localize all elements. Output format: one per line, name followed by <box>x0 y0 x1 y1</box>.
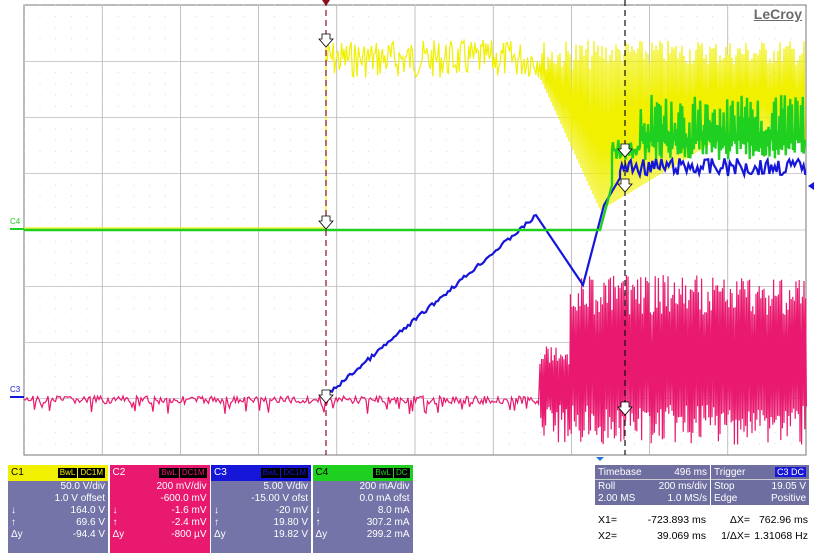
c1-trace <box>24 38 806 229</box>
timebase-value: 496 ms <box>674 466 707 478</box>
cursor-marker-icon <box>318 33 334 48</box>
channel-readout-row: 200 mA/div <box>359 481 410 492</box>
sample-points: 2.00 MS <box>598 492 636 504</box>
channel-header: C1 BwL DC1M <box>8 465 108 481</box>
roll-value: 200 ms/div <box>658 480 707 492</box>
trigger-slope: Positive <box>770 492 806 504</box>
channel-header: C4 BwL DC <box>312 465 413 481</box>
channel-readout-row: 1.0 V offset <box>54 493 105 504</box>
channel-readout-row: ↓ -1.6 mV <box>112 505 207 516</box>
channel-readout-row: Δy -94.4 V <box>11 529 105 540</box>
c4-trace <box>24 94 807 232</box>
channel-readout-row: Δy 299.2 mA <box>315 529 410 540</box>
channel-panel-c3[interactable]: C3 BwL DC1M 5.00 V/div -15.00 V ofst ↓ -20 mV ↑… <box>211 465 311 553</box>
channel-name: C4 <box>315 467 329 479</box>
coupling-tag: DC1M <box>179 468 207 478</box>
dx-label: ΔX= <box>729 514 750 526</box>
trigger-label: Trigger <box>714 466 746 478</box>
bandwidth-limit-tag: BwL <box>159 468 179 478</box>
coupling-tag: DC <box>393 468 410 478</box>
channel-readout-row: ↓ 164.0 V <box>11 505 105 516</box>
channel-readout-row: 0.0 mA ofst <box>359 493 410 504</box>
channel-panel-c4[interactable]: C4 BwL DC 200 mA/div 0.0 mA ofst ↓ 8.0 mA ↑ 307.… <box>312 465 413 553</box>
cursor-marker-icon <box>617 143 633 158</box>
cursor-readout-x1: X1= -723.893 ms ΔX= 762.96 ms <box>598 514 808 526</box>
channel-readout-row: ↓ -20 mV <box>214 505 308 516</box>
bandwidth-limit-tag: BwL <box>260 468 281 478</box>
trigger-position-icon <box>322 0 330 6</box>
trigger-source-tag: C3 DC <box>774 467 806 477</box>
channel-header: C3 BwL DC1M <box>211 465 311 481</box>
timebase-panel[interactable]: Timebase 496 ms Roll 200 ms/div 2.00 MS 1.0… <box>595 465 710 505</box>
c3-trace <box>324 156 807 398</box>
trigger-level-icon <box>808 182 814 190</box>
cursor-marker-icon <box>617 178 633 193</box>
channel-readout-row: -600.0 mV <box>160 493 207 504</box>
channel-name: C3 <box>214 467 227 479</box>
inv-dx-label: 1/ΔX= <box>721 530 750 542</box>
channel-readout-row: ↑ 69.6 V <box>11 517 105 528</box>
channel-readout-row: 5.00 V/div <box>263 481 308 492</box>
bandwidth-limit-tag: BwL <box>373 468 393 478</box>
trigger-panel[interactable]: Trigger C3 DC Stop 19.05 V Edge Positive <box>711 465 809 505</box>
x1-label: X1= <box>598 514 617 526</box>
coupling-tag: DC1M <box>281 468 308 478</box>
channel-panel-c1[interactable]: C1 BwL DC1M 50.0 V/div 1.0 V offset ↓ 164.0 V ↑… <box>8 465 108 553</box>
bandwidth-limit-tag: BwL <box>57 468 78 478</box>
dx-value: 762.96 ms <box>758 514 808 526</box>
c4-marker-label: C4 <box>10 217 21 226</box>
channel-readout-row: Δy 19.82 V <box>214 529 308 540</box>
coupling-tag: DC1M <box>78 468 105 478</box>
channel-header: C2 BwL DC1M <box>109 465 210 481</box>
c3-marker-label: C3 <box>10 385 21 394</box>
x2-label: X2= <box>598 530 617 542</box>
c2-trace <box>23 275 807 445</box>
channel-readout-row: ↑ 19.80 V <box>214 517 308 528</box>
timebase-label: Timebase <box>598 466 642 478</box>
trigger-mode: Stop <box>714 480 735 492</box>
inv-dx-value: 1.31068 Hz <box>754 530 808 542</box>
cursor-marker-icon <box>318 389 334 404</box>
cursor-marker-icon <box>617 401 633 416</box>
waveform-traces: C4 C3 <box>10 38 807 445</box>
brand-logo: LeCroy <box>753 6 802 22</box>
channel-readout-row: 50.0 V/div <box>60 481 105 492</box>
roll-label: Roll <box>598 480 616 492</box>
channel-readout-row: ↑ 307.2 mA <box>315 517 410 528</box>
channel-panel-c2[interactable]: C2 BwL DC1M 200 mV/div -600.0 mV ↓ -1.6 mV ↑ -2.… <box>109 465 210 553</box>
channel-readout-row: ↑ -2.4 mV <box>112 517 207 528</box>
channel-readout-row: 200 mV/div <box>156 481 207 492</box>
trigger-type: Edge <box>714 492 738 504</box>
channel-readout-row: ↓ 8.0 mA <box>315 505 410 516</box>
channel-name: C2 <box>112 467 126 479</box>
timebase-marker-icon <box>596 457 604 461</box>
x2-value: 39.069 ms <box>656 530 706 542</box>
channel-name: C1 <box>11 467 24 479</box>
cursor-marker-icon <box>318 215 334 230</box>
channel-readout-row: -15.00 V ofst <box>251 493 308 504</box>
x1-value: -723.893 ms <box>647 514 706 526</box>
sample-rate: 1.0 MS/s <box>667 492 707 504</box>
channel-readout-row: Δy -800 µV <box>112 529 207 540</box>
trigger-level: 19.05 V <box>771 480 806 492</box>
cursor-lines[interactable] <box>318 0 814 461</box>
cursor-readout-x2: X2= 39.069 ms 1/ΔX= 1.31068 Hz <box>598 530 808 542</box>
